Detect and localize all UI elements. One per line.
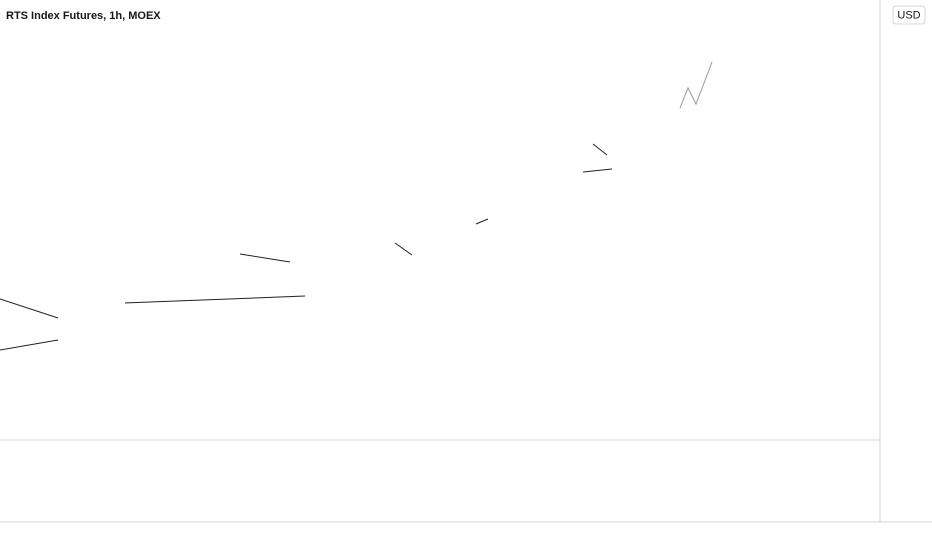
- chart-title: RTS Index Futures, 1h, MOEX: [6, 10, 161, 22]
- trend-lines: [0, 143, 613, 351]
- legend: RTS Index Futures, 1h, MOEX: [6, 10, 161, 22]
- currency-button[interactable]: [892, 5, 926, 25]
- currency[interactable]: USD: [897, 9, 920, 21]
- projection: [679, 61, 713, 109]
